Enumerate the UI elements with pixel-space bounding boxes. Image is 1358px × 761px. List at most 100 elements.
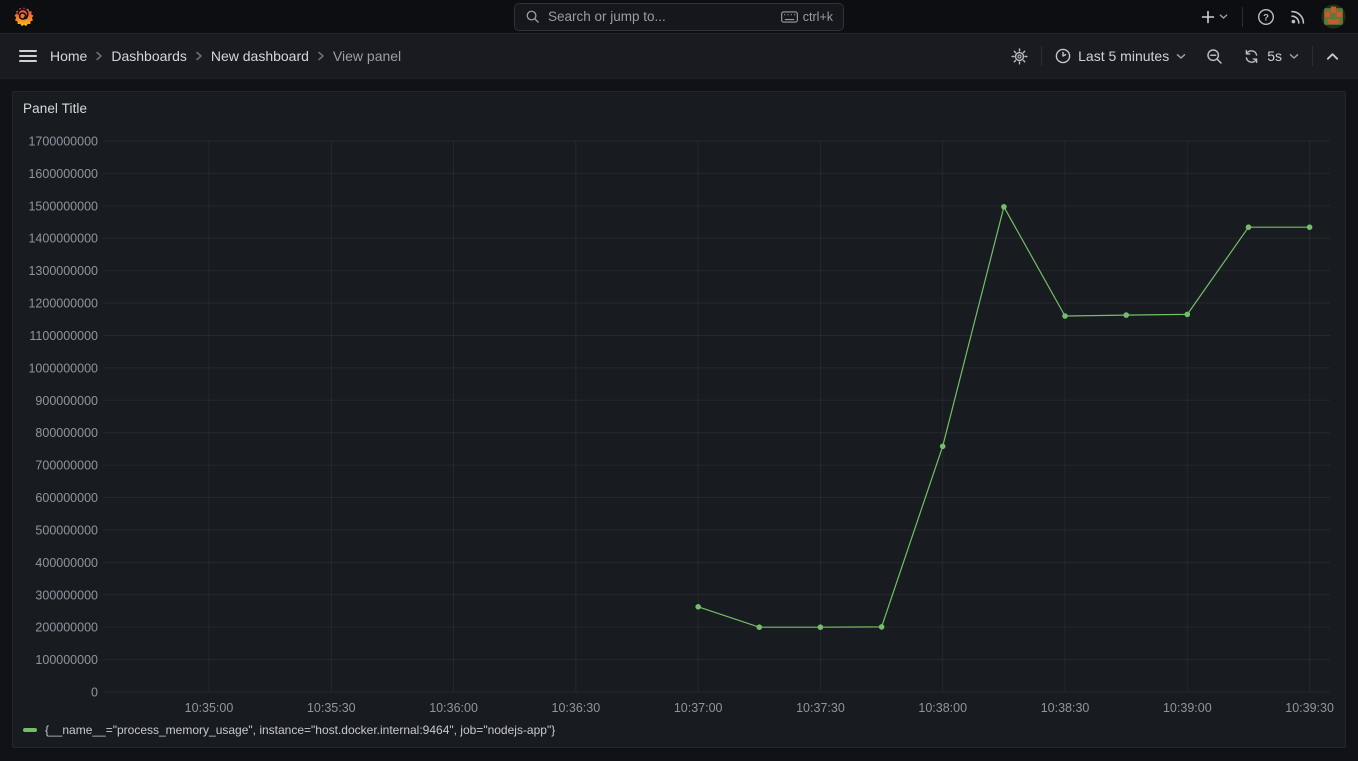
time-range-label: Last 5 minutes bbox=[1078, 48, 1170, 64]
zoom-out-button[interactable] bbox=[1199, 42, 1230, 71]
legend-item[interactable]: {__name__="process_memory_usage", instan… bbox=[23, 723, 555, 737]
mega-menu-toggle[interactable] bbox=[12, 40, 44, 72]
data-point[interactable] bbox=[1306, 224, 1313, 230]
toolbar-divider bbox=[1041, 46, 1043, 66]
rss-icon bbox=[1291, 10, 1305, 24]
data-point[interactable] bbox=[695, 604, 701, 610]
y-tick-label: 900000000 bbox=[35, 394, 98, 408]
new-dropdown-button[interactable] bbox=[1200, 9, 1228, 25]
y-tick-label: 400000000 bbox=[35, 556, 98, 570]
data-point[interactable] bbox=[878, 624, 885, 630]
legend-swatch bbox=[23, 728, 37, 732]
panel-settings-button[interactable] bbox=[1004, 42, 1035, 71]
y-tick-label: 1400000000 bbox=[28, 232, 98, 246]
x-tick-label: 10:37:30 bbox=[796, 701, 845, 715]
y-tick-label: 100000000 bbox=[35, 653, 98, 667]
data-point[interactable] bbox=[1001, 204, 1007, 210]
chevron-down-icon bbox=[1289, 53, 1299, 59]
search-shortcut-label: ctrl+k bbox=[802, 9, 833, 24]
svg-text:?: ? bbox=[1263, 12, 1269, 23]
breadcrumb-view-panel: View panel bbox=[332, 48, 402, 64]
search-container: Search or jump to... ctrl+k bbox=[514, 2, 844, 31]
data-point[interactable] bbox=[1062, 313, 1068, 319]
panel-toolbar: Last 5 minutes 5s bbox=[1004, 42, 1346, 71]
refresh-icon bbox=[1245, 49, 1258, 63]
grafana-logo[interactable] bbox=[12, 5, 36, 29]
topbar-actions: ? bbox=[1200, 4, 1346, 29]
grafana-logo-icon bbox=[14, 6, 34, 26]
chart-grid bbox=[103, 140, 1330, 693]
y-tick-label: 1000000000 bbox=[28, 361, 98, 375]
x-tick-label: 10:36:30 bbox=[552, 701, 601, 715]
breadcrumb-separator bbox=[317, 51, 325, 61]
refresh-button[interactable]: 5s bbox=[1236, 42, 1306, 71]
data-point[interactable] bbox=[756, 624, 763, 630]
search-shortcut: ctrl+k bbox=[780, 9, 833, 24]
top-bar: Search or jump to... ctrl+k bbox=[0, 0, 1358, 34]
panel-title[interactable]: Panel Title bbox=[23, 101, 88, 116]
chevron-down-icon bbox=[1219, 14, 1228, 19]
avatar-image bbox=[1321, 4, 1346, 29]
dashboard-page: Panel Title 0 100000000 200000000 300000000… bbox=[0, 79, 1358, 760]
help-button[interactable]: ? bbox=[1257, 8, 1275, 26]
legend-label: {__name__="process_memory_usage", instan… bbox=[45, 723, 556, 737]
data-point[interactable] bbox=[939, 443, 946, 450]
y-tick-label: 700000000 bbox=[35, 459, 98, 473]
data-point[interactable] bbox=[1184, 311, 1191, 318]
topbar-divider bbox=[1242, 6, 1243, 27]
search-icon bbox=[526, 10, 539, 23]
toolbar-divider bbox=[1312, 46, 1313, 66]
chevron-up-icon bbox=[1326, 52, 1339, 60]
y-tick-label: 1100000000 bbox=[29, 329, 98, 343]
y-tick-label: 800000000 bbox=[35, 426, 98, 440]
timeseries-panel: Panel Title 0 100000000 200000000 300000000… bbox=[12, 91, 1346, 748]
timeseries-chart[interactable]: 0 100000000 200000000 300000000 400000000 500… bbox=[13, 92, 1345, 747]
series bbox=[695, 204, 1313, 630]
x-tick-label: 10:38:00 bbox=[918, 701, 967, 715]
y-tick-label: 0 bbox=[91, 686, 98, 700]
y-tick-label: 300000000 bbox=[35, 588, 98, 602]
breadcrumb-separator bbox=[95, 51, 103, 61]
plus-icon bbox=[1201, 10, 1215, 23]
chevron-down-icon bbox=[1176, 53, 1186, 59]
user-avatar[interactable] bbox=[1321, 4, 1346, 29]
y-tick-label: 1300000000 bbox=[28, 264, 98, 278]
breadcrumb-home[interactable]: Home bbox=[50, 48, 88, 64]
gear-icon bbox=[1011, 47, 1028, 65]
breadcrumb: Home Dashboards New dashboard View panel bbox=[50, 48, 401, 64]
zoom-out-icon bbox=[1207, 48, 1222, 64]
data-point[interactable] bbox=[1245, 224, 1252, 230]
navbar: Home Dashboards New dashboard View panel bbox=[0, 34, 1358, 79]
breadcrumb-dashboards[interactable]: Dashboards bbox=[111, 48, 187, 64]
x-tick-label: 10:36:00 bbox=[429, 701, 478, 715]
help-icon: ? bbox=[1257, 8, 1275, 25]
data-point[interactable] bbox=[817, 624, 824, 630]
x-tick-label: 10:35:00 bbox=[185, 701, 234, 715]
refresh-interval-label: 5s bbox=[1267, 48, 1282, 64]
x-tick-label: 10:37:00 bbox=[674, 701, 723, 715]
y-tick-label: 1500000000 bbox=[28, 199, 98, 213]
x-tick-label: 10:35:30 bbox=[307, 701, 356, 715]
series-line bbox=[698, 206, 1310, 628]
y-tick-label: 500000000 bbox=[35, 523, 98, 537]
y-tick-label: 600000000 bbox=[35, 491, 98, 505]
chart-axis-labels: 0 100000000 200000000 300000000 400000000 500… bbox=[28, 135, 1334, 716]
data-point[interactable] bbox=[1123, 312, 1129, 318]
search-input[interactable]: Search or jump to... ctrl+k bbox=[514, 2, 844, 31]
breadcrumb-new-dashboard[interactable]: New dashboard bbox=[210, 48, 309, 64]
keyboard-icon bbox=[780, 10, 798, 23]
search-placeholder: Search or jump to... bbox=[548, 9, 666, 24]
breadcrumb-separator bbox=[195, 51, 203, 61]
y-tick-label: 200000000 bbox=[35, 621, 98, 635]
news-button[interactable] bbox=[1289, 8, 1307, 26]
collapse-panel-button[interactable] bbox=[1319, 46, 1346, 67]
menu-icon bbox=[19, 50, 37, 62]
clock-icon bbox=[1055, 48, 1071, 64]
y-tick-label: 1200000000 bbox=[28, 297, 98, 311]
x-tick-label: 10:38:30 bbox=[1041, 701, 1090, 715]
x-tick-label: 10:39:00 bbox=[1163, 701, 1212, 715]
y-tick-label: 1700000000 bbox=[28, 135, 98, 149]
time-range-picker[interactable]: Last 5 minutes bbox=[1048, 42, 1193, 70]
x-tick-label: 10:39:30 bbox=[1285, 701, 1334, 715]
y-tick-label: 1600000000 bbox=[28, 167, 98, 181]
